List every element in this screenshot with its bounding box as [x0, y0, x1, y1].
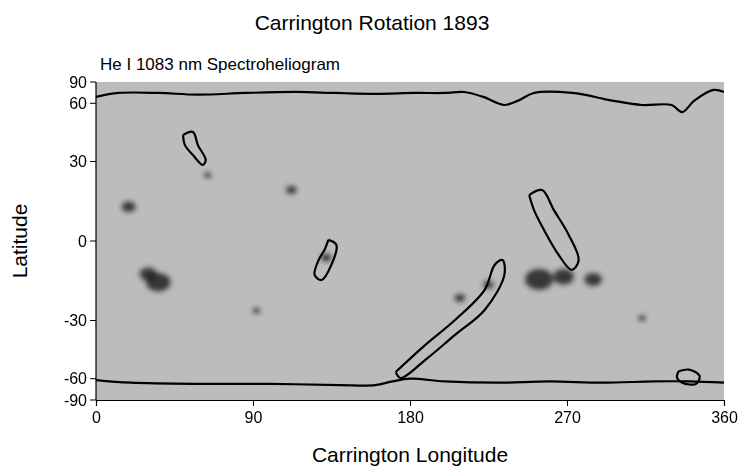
y-tick-mark: [90, 82, 96, 83]
dark-feature: [286, 186, 296, 194]
x-tick-label: 270: [554, 409, 581, 426]
y-tick: 60: [69, 95, 96, 112]
y-tick-label: 0: [78, 233, 87, 250]
dark-feature: [204, 172, 211, 177]
subtitle: He I 1083 nm Spectroheliogram: [100, 55, 340, 74]
x-tick-label: 180: [397, 409, 424, 426]
x-tick: 360: [711, 400, 738, 426]
title: Carrington Rotation 1893: [255, 11, 490, 34]
contour: [529, 190, 579, 270]
dark-feature: [140, 268, 157, 281]
dark-feature: [525, 269, 553, 290]
x-tick-label: 0: [92, 409, 101, 426]
y-tick-label: -90: [64, 392, 87, 409]
y-tick-label: -30: [64, 312, 87, 329]
dark-feature: [253, 308, 260, 313]
y-tick: -30: [64, 312, 96, 329]
y-tick: -90: [64, 392, 96, 409]
y-tick-label: 90: [69, 74, 87, 91]
y-tick: 0: [78, 233, 96, 250]
y-tick-label: 60: [69, 95, 87, 112]
plot-marks: [96, 90, 724, 386]
y-tick-mark: [90, 400, 96, 401]
dark-feature: [122, 202, 136, 212]
contour: [96, 379, 724, 386]
x-tick: 270: [554, 400, 581, 426]
y-tick-mark: [90, 241, 96, 242]
y-tick-mark: [90, 103, 96, 104]
y-tick-label: 30: [69, 153, 87, 170]
y-tick-mark: [90, 320, 96, 321]
x-tick: 180: [397, 400, 424, 426]
dark-feature: [584, 273, 601, 286]
x-tick-mark: [253, 400, 254, 406]
x-tick-mark: [410, 400, 411, 406]
chart: Carrington Rotation 1893 He I 1083 nm Spe…: [0, 0, 747, 474]
y-tick-label: -60: [64, 370, 87, 387]
dark-feature: [455, 294, 465, 302]
contour: [183, 132, 206, 165]
x-axis-title: Carrington Longitude: [312, 443, 508, 466]
y-axis-title: Latitude: [8, 204, 31, 279]
dark-feature: [639, 315, 646, 320]
contour: [677, 370, 700, 385]
x-tick: 0: [92, 400, 101, 426]
dark-feature: [553, 269, 574, 285]
y-tick-mark: [90, 378, 96, 379]
plot-background: [96, 82, 724, 400]
x-axis: 0 90 180 270 360: [92, 400, 738, 426]
x-tick-mark: [567, 400, 568, 406]
contour: [96, 90, 724, 112]
x-tick-mark: [96, 400, 97, 406]
x-tick: 90: [245, 400, 263, 426]
x-tick-mark: [724, 400, 725, 406]
y-tick-mark: [90, 161, 96, 162]
dark-features: [122, 172, 646, 320]
y-tick: -60: [64, 370, 96, 387]
y-tick: 30: [69, 153, 96, 170]
y-tick: 90: [69, 74, 96, 91]
x-axis-line: [97, 401, 725, 407]
x-tick-label: 360: [711, 409, 738, 426]
y-axis: -90 -60 -30 0 30 60 90: [64, 74, 96, 409]
contour: [396, 260, 505, 378]
x-tick-label: 90: [245, 409, 263, 426]
contour: [314, 240, 336, 280]
